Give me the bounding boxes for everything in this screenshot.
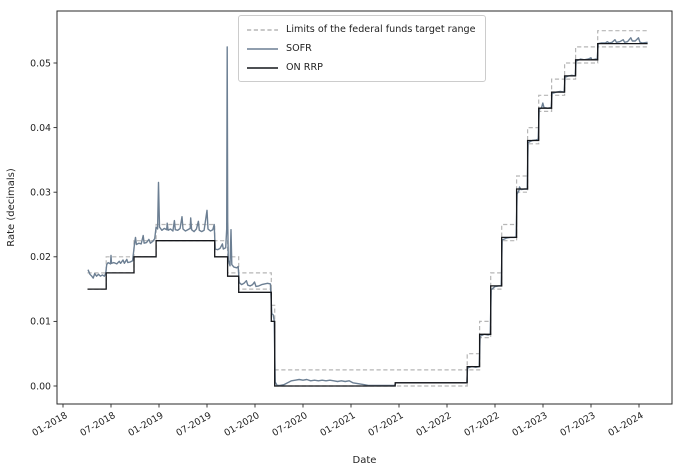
legend: Limits of the federal funds target range… [238, 15, 486, 82]
legend-label: SOFR [286, 43, 312, 54]
legend-line-sample-icon [247, 47, 278, 50]
y-tick-label: 0.05 [30, 58, 51, 69]
legend-line-sample-icon [247, 28, 278, 31]
legend-item-on-rrp: ON RRP [247, 58, 476, 77]
plot-frame [56, 10, 673, 405]
legend-label: Limits of the federal funds target range [286, 24, 476, 35]
y-tick-label: 0.02 [30, 252, 51, 263]
x-tick-label: 01-2023 [510, 410, 549, 439]
x-axis-title: Date [353, 455, 377, 466]
x-tick-label: 01-2022 [414, 410, 453, 439]
x-tick-label: 01-2019 [126, 410, 165, 439]
x-tick-label: 07-2023 [558, 410, 597, 439]
legend-item-limits: Limits of the federal funds target range [247, 20, 476, 39]
x-tick-label: 07-2020 [270, 410, 309, 439]
x-tick-label: 07-2018 [78, 410, 117, 439]
series-limits-target-range [87, 30, 648, 387]
x-tick-label: 01-2021 [318, 410, 357, 439]
legend-line-sample-icon [247, 66, 278, 69]
plot-area [87, 30, 648, 387]
x-tick-label: 01-2020 [222, 410, 261, 439]
y-tick-label: 0.04 [30, 123, 51, 134]
x-tick-label: 01-2018 [30, 410, 69, 439]
legend-label: ON RRP [286, 62, 323, 73]
x-tick-label: 07-2021 [366, 410, 405, 439]
y-tick-label: 0.01 [30, 317, 51, 328]
limits-upper-line [87, 30, 648, 371]
x-axis: 01-2018 07-2018 01-2019 07-2019 01-2020 07-20… [30, 404, 646, 439]
legend-item-sofr: SOFR [247, 39, 476, 58]
x-tick-label: 07-2019 [174, 410, 213, 439]
x-tick-label: 01-2024 [606, 410, 645, 439]
y-tick-label: 0.00 [30, 381, 51, 392]
y-axis-title: Rate (decimals) [6, 168, 17, 247]
y-tick-label: 0.03 [30, 188, 51, 199]
sofr-line [87, 37, 648, 387]
x-tick-label: 07-2022 [462, 410, 501, 439]
onrrp-line [87, 42, 648, 387]
y-axis: 0.00 0.01 0.02 0.03 0.04 0.05 [30, 58, 57, 392]
limits-lower-line [87, 46, 648, 387]
